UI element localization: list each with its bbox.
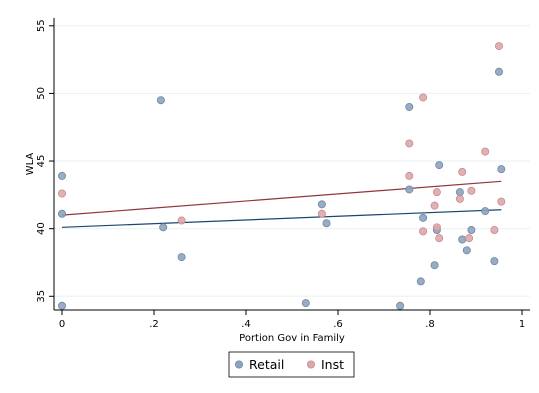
y-tick-label: 35	[36, 290, 47, 303]
y-axis-title: WLA	[25, 153, 36, 176]
point-inst	[419, 227, 428, 236]
point-retail	[405, 102, 414, 111]
gridlines	[54, 25, 530, 297]
point-retail	[419, 213, 428, 222]
point-inst	[58, 189, 67, 198]
y-tick-label: 45	[36, 155, 47, 168]
x-tick-label: .8	[425, 319, 435, 330]
point-inst	[455, 194, 464, 203]
point-retail	[490, 257, 499, 266]
legend-box	[228, 351, 355, 378]
x-tick-label: 0	[59, 319, 65, 330]
point-retail	[177, 253, 186, 262]
point-retail	[497, 165, 506, 174]
x-tick-label: .2	[149, 319, 159, 330]
point-inst	[430, 201, 439, 210]
legend-label-retail: Retail	[249, 357, 284, 372]
fit-line-retail	[61, 209, 502, 228]
point-retail	[156, 96, 165, 105]
point-retail	[494, 67, 503, 76]
point-inst	[490, 226, 499, 235]
point-inst	[465, 234, 474, 243]
legend-marker-inst	[306, 360, 315, 369]
point-retail	[462, 246, 471, 255]
point-retail	[458, 235, 467, 244]
point-inst	[419, 93, 428, 102]
point-retail	[317, 200, 326, 209]
point-retail	[396, 301, 405, 310]
point-retail	[58, 301, 67, 310]
x-tick-label: .4	[241, 319, 251, 330]
data-points	[58, 42, 506, 310]
point-retail	[322, 219, 331, 228]
point-inst	[435, 234, 444, 243]
legend: Retail Inst	[228, 351, 355, 378]
point-inst	[177, 216, 186, 225]
point-retail	[301, 299, 310, 308]
point-inst	[432, 223, 441, 232]
legend-marker-retail	[234, 360, 243, 369]
point-inst	[481, 147, 490, 156]
y-tick-label: 55	[36, 19, 47, 32]
point-retail	[159, 223, 168, 232]
x-tick-label: 1	[519, 319, 525, 330]
legend-label-inst: Inst	[321, 357, 344, 372]
point-inst	[317, 209, 326, 218]
point-inst	[467, 186, 476, 195]
point-inst	[494, 42, 503, 51]
point-inst	[497, 197, 506, 206]
point-retail	[455, 188, 464, 197]
point-inst	[432, 188, 441, 197]
fit-lines	[61, 180, 502, 228]
axes: 35 40 45 50 55 0 .2 .4 .6 .8 1	[36, 18, 530, 330]
point-retail	[467, 226, 476, 235]
point-inst	[405, 171, 414, 180]
point-inst	[458, 167, 467, 176]
x-tick-label: .6	[333, 319, 343, 330]
point-retail	[58, 171, 67, 180]
point-retail	[481, 207, 490, 216]
point-retail	[430, 261, 439, 270]
point-retail	[416, 277, 425, 286]
point-retail	[405, 185, 414, 194]
point-retail	[435, 161, 444, 170]
point-inst	[405, 139, 414, 148]
y-tick-label: 50	[36, 87, 47, 100]
fit-line-inst	[61, 180, 502, 216]
point-retail	[58, 209, 67, 218]
x-axis-title: Portion Gov in Family	[239, 333, 345, 344]
y-tick-label: 40	[36, 222, 47, 235]
